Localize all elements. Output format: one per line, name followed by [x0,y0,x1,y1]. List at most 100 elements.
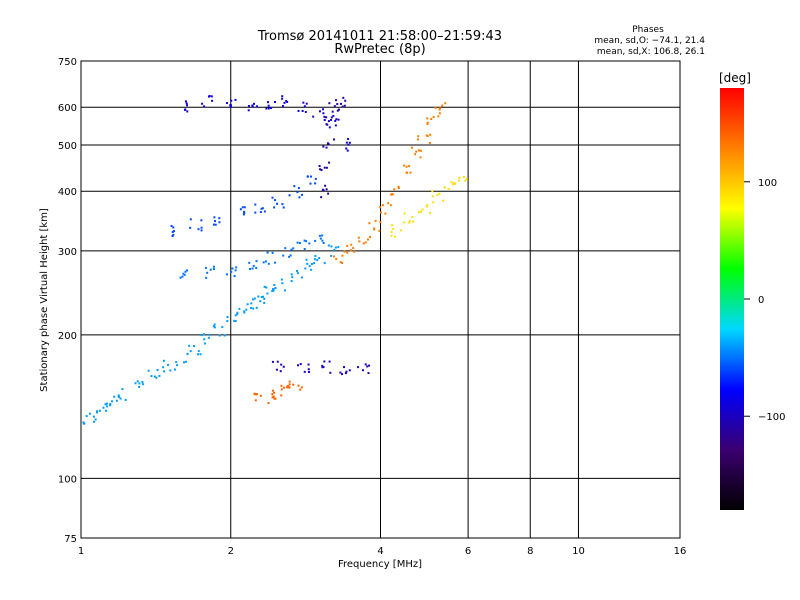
point-3-9-0 [347,143,350,146]
point-1-5-0 [292,247,295,250]
cluster-4 [318,96,347,199]
point-0-18-4 [300,276,303,279]
point-8-2-4 [329,371,332,374]
point-1-1-1 [212,265,215,268]
point-6-3-5 [438,192,441,195]
point-0-11-3 [213,323,216,326]
point-4-3-4 [325,116,328,119]
point-7-4-5 [288,383,291,386]
point-5-7-2 [415,150,418,153]
point-0-4-0 [124,398,127,401]
point-5-2-5 [362,242,365,245]
cluster-6 [390,175,468,238]
point-0-8-1 [186,352,189,355]
point-5-0-3 [341,254,344,257]
point-6-3-2 [442,199,445,202]
point-3-7-1 [322,112,325,115]
point-7-4-3 [300,386,303,389]
point-3-3-1 [247,109,250,112]
point-0-8-4 [176,364,179,367]
point-6-1-2 [408,221,411,224]
point-2-7-3 [306,175,309,178]
point-1-0-5 [186,269,189,272]
point-0-21-0 [330,254,333,257]
point-5-8-1 [416,138,419,141]
point-0-20-1 [314,255,317,258]
point-0-3-2 [113,395,116,398]
point-0-8-3 [175,361,178,364]
point-0-5-4 [138,382,141,385]
legend-line-x: mean, sd,X: 106.8, 26.1 [597,47,705,57]
point-4-5-5 [341,105,344,108]
point-0-4-5 [117,394,120,397]
x-tick-label-4: 8 [527,546,533,557]
point-5-4-4 [379,211,382,214]
point-2-2-5 [213,216,216,219]
point-0-0-4 [83,422,86,425]
point-0-2-2 [105,402,108,405]
point-6-1-3 [403,221,406,224]
point-2-7-1 [314,182,317,185]
point-5-2-3 [369,235,372,238]
point-5-1-1 [346,244,349,247]
point-5-1-5 [349,249,352,252]
point-4-2-1 [322,145,325,148]
point-4-3-2 [330,118,333,121]
chart-title: Tromsø 20141011 21:58:00–21:59:43 [257,29,502,44]
point-6-0-1 [393,235,396,238]
point-8-3-1 [345,370,348,373]
point-2-6-2 [300,193,303,196]
point-7-0-4 [255,393,258,396]
point-3-7-2 [323,115,326,118]
point-0-2-0 [106,405,109,408]
point-1-5-2 [288,255,291,258]
plot-frame [80,60,681,539]
point-6-2-0 [417,211,420,214]
point-0-16-5 [274,287,277,290]
point-8-1-4 [303,370,306,373]
point-3-6-3 [305,102,308,105]
point-5-1-2 [346,251,349,254]
point-1-4-3 [267,262,270,265]
point-0-14-0 [252,298,255,301]
point-0-7-3 [169,369,172,372]
point-2-6-1 [298,196,301,199]
point-0-1-3 [92,415,95,418]
point-0-3-4 [110,400,113,403]
point-1-5-4 [289,254,292,257]
point-2-0-0 [171,234,174,237]
point-0-7-0 [162,366,165,369]
point-0-8-5 [183,361,186,364]
point-4-4-4 [328,102,331,105]
point-2-4-4 [259,211,262,214]
point-6-5-2 [465,178,468,181]
point-2-2-3 [218,221,221,224]
y-tick-label-0: 75 [64,534,77,545]
point-8-1-2 [307,371,310,374]
point-3-1-0 [211,99,214,102]
point-5-9-5 [426,122,429,125]
point-5-7-3 [419,156,422,159]
x-tick-label-5: 10 [572,546,585,557]
point-1-7-1 [318,234,321,237]
point-3-2-1 [225,102,228,105]
point-0-14-4 [253,297,256,300]
point-3-0-1 [184,100,187,103]
cluster-3 [184,95,351,152]
point-2-5-5 [281,203,284,206]
point-1-7-3 [322,242,325,245]
point-1-2-2 [235,266,238,269]
point-2-5-2 [273,206,276,209]
point-2-3-2 [242,213,245,216]
colorbar [720,88,744,510]
y-tick-label-5: 500 [58,141,77,152]
point-2-4-1 [254,203,257,206]
point-0-1-5 [85,415,88,418]
cluster-7 [253,380,303,405]
point-5-3-1 [373,227,376,230]
point-0-2-3 [98,409,101,412]
point-4-0-5 [321,188,324,191]
point-5-9-0 [432,116,435,119]
point-7-2-3 [271,396,274,399]
data-points [82,95,468,425]
